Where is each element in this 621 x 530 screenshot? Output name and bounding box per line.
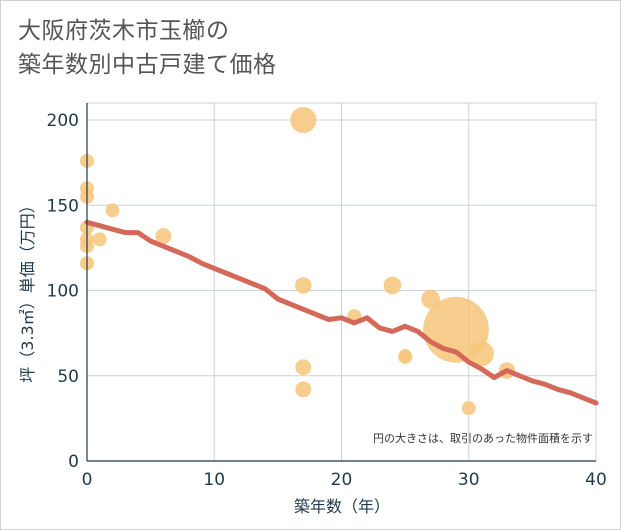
data-point-bubble <box>468 341 494 367</box>
y-tick-label: 100 <box>47 282 79 302</box>
data-point-bubble <box>290 106 317 134</box>
data-point-bubble <box>295 277 312 294</box>
y-axis-label: 坪（3.3㎡）単価（万円） <box>18 197 37 382</box>
y-tick-label: 0 <box>68 452 79 472</box>
grid-layer <box>86 102 597 462</box>
x-tick-label: 10 <box>203 470 225 490</box>
bubble-layer <box>80 106 516 416</box>
y-tick-label: 150 <box>47 196 79 216</box>
data-point-bubble <box>461 401 476 416</box>
bubble-size-note: 円の大きさは、取引のあった物件面積を示す <box>373 431 593 445</box>
data-point-bubble <box>421 289 440 309</box>
x-axis-label: 築年数（年） <box>294 497 390 516</box>
trend-layer <box>84 219 599 406</box>
data-point-bubble <box>92 232 107 247</box>
data-point-bubble <box>155 227 172 244</box>
data-point-bubble <box>383 276 402 295</box>
chart-title: 大阪府茨木市玉櫛の 築年数別中古戸建て価格 <box>18 18 277 78</box>
y-tick-label: 50 <box>57 367 79 387</box>
x-tick-label: 20 <box>331 470 353 490</box>
data-point-bubble <box>105 203 120 218</box>
x-tick-label: 0 <box>82 470 93 490</box>
x-tick-label: 30 <box>458 470 480 490</box>
data-point-bubble <box>398 349 412 362</box>
y-tick-label: 200 <box>47 111 79 131</box>
trend-line <box>84 219 599 406</box>
data-point-bubble <box>295 381 312 398</box>
data-point-bubble <box>295 359 312 376</box>
x-tick-label: 40 <box>585 470 607 490</box>
axis-layer: 0 10 20 30 40 0 50 100 150 200 <box>47 103 607 490</box>
